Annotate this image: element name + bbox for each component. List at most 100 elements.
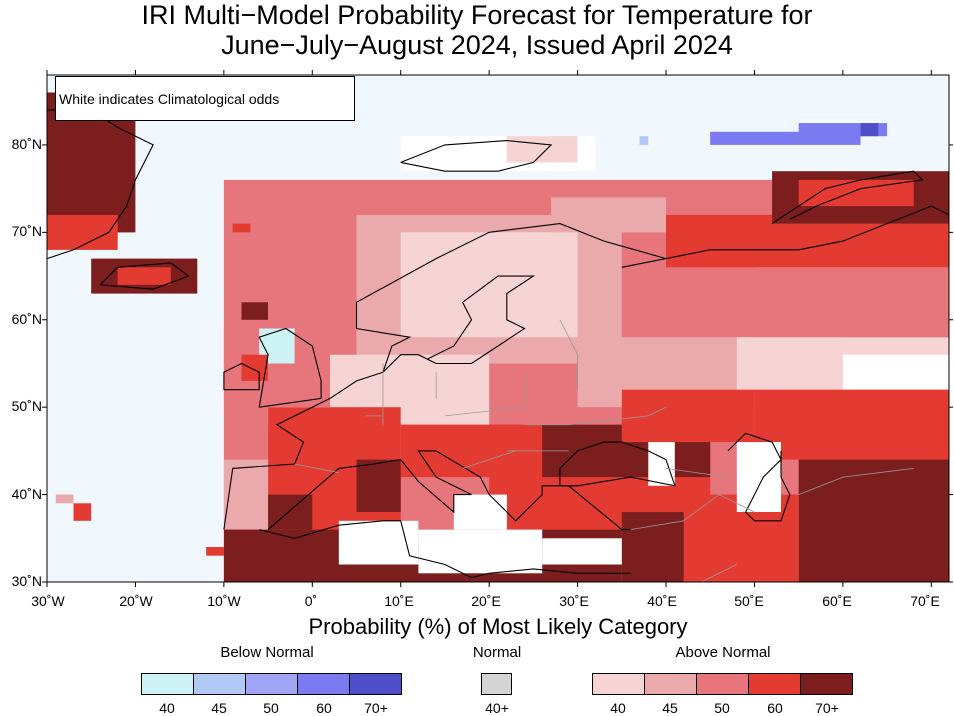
coastline bbox=[727, 432, 791, 522]
climatology-cell bbox=[418, 529, 543, 574]
coastline bbox=[559, 441, 676, 487]
above-normal-cell bbox=[621, 389, 755, 443]
x-tick-label: 20˚E bbox=[471, 593, 501, 609]
climatology-cell bbox=[542, 538, 622, 565]
legend-above-normal-swatch bbox=[748, 673, 801, 695]
above-normal-cell bbox=[232, 223, 251, 233]
country-border bbox=[665, 468, 728, 478]
legend-above-normal-swatch bbox=[592, 673, 645, 695]
y-tick-label: 70˚N bbox=[11, 223, 42, 239]
above-normal-cell bbox=[241, 302, 268, 320]
legend-below-normal-swatch bbox=[349, 673, 402, 695]
x-tick-label: 10˚W bbox=[207, 593, 241, 609]
x-tick-label: 50˚E bbox=[734, 593, 764, 609]
legend-below-value: 40 bbox=[159, 700, 175, 716]
x-tick-label: 30˚E bbox=[559, 593, 589, 609]
coastline bbox=[99, 262, 190, 290]
legend-above-normal-heading: Above Normal bbox=[675, 644, 771, 661]
chart-title-line-2: June−July−August 2024, Issued April 2024 bbox=[221, 30, 733, 60]
x-tick-label: 20˚W bbox=[119, 593, 153, 609]
climatology-cell bbox=[338, 520, 419, 565]
legend-below-normal-swatch bbox=[193, 673, 246, 695]
legend-below-normal-swatch bbox=[245, 673, 298, 695]
legend-below-value: 50 bbox=[263, 700, 279, 716]
legend-below-normal-heading: Below Normal bbox=[220, 644, 314, 661]
above-normal-cell bbox=[55, 494, 74, 504]
legend-above-value: 70+ bbox=[815, 700, 839, 716]
legend-above-value: 50 bbox=[714, 700, 730, 716]
chart-title-line-1: IRI Multi−Model Probability Forecast for… bbox=[141, 0, 813, 30]
above-normal-cell bbox=[666, 214, 949, 268]
legend-below-normal-swatch bbox=[141, 673, 194, 695]
legend-normal-heading: Normal bbox=[472, 644, 522, 661]
legend-below-value: 60 bbox=[316, 700, 332, 716]
coastline bbox=[223, 362, 260, 391]
country-borders bbox=[294, 319, 914, 583]
coastline bbox=[223, 205, 950, 530]
above-normal-cell bbox=[621, 512, 684, 582]
x-tick-label: 30˚W bbox=[31, 593, 65, 609]
legend-normal-value: 40+ bbox=[485, 700, 509, 716]
above-normal-cell bbox=[798, 459, 949, 582]
axis-ticks bbox=[42, 70, 953, 587]
map-frame bbox=[46, 74, 950, 583]
legend-below-value: 70+ bbox=[364, 700, 388, 716]
above-normal-cell bbox=[551, 197, 667, 233]
legend-above-normal-swatch bbox=[800, 673, 853, 695]
y-tick-label: 60˚N bbox=[11, 311, 42, 327]
climatology-cell bbox=[842, 354, 949, 390]
legend-below-normal-swatch bbox=[297, 673, 350, 695]
country-border bbox=[559, 319, 578, 390]
legend-normal-swatch bbox=[481, 673, 512, 695]
country-border bbox=[630, 520, 684, 530]
coastline bbox=[771, 170, 924, 225]
climatology-cell bbox=[453, 494, 507, 530]
above-normal-cell bbox=[206, 547, 224, 556]
below-normal-cell bbox=[860, 123, 879, 137]
above-normal-cell bbox=[506, 136, 578, 163]
y-tick-label: 40˚N bbox=[11, 486, 42, 502]
x-tick-label: 10˚E bbox=[384, 593, 414, 609]
legend-above-normal-swatch bbox=[696, 673, 749, 695]
x-tick-label: 40˚E bbox=[647, 593, 677, 609]
climatology-cell bbox=[736, 442, 781, 512]
below-normal-cell bbox=[639, 136, 649, 145]
y-tick-label: 80˚N bbox=[11, 136, 42, 152]
coastlines bbox=[46, 109, 950, 579]
climatology-note: White indicates Climatological odds bbox=[55, 76, 355, 121]
y-tick-label: 50˚N bbox=[11, 398, 42, 414]
legend-above-value: 45 bbox=[662, 700, 678, 716]
coastline bbox=[258, 327, 322, 408]
x-tick-label: 0˚ bbox=[304, 593, 318, 609]
above-normal-cell bbox=[47, 214, 118, 250]
country-border bbox=[462, 450, 516, 469]
legend-below-value: 45 bbox=[211, 700, 227, 716]
climatology-cell bbox=[648, 442, 675, 486]
legend-above-value: 40 bbox=[610, 700, 626, 716]
legend-title: Probability (%) of Most Likely Category bbox=[308, 614, 688, 639]
x-tick-label: 70˚E bbox=[910, 593, 940, 609]
above-normal-cell bbox=[400, 232, 578, 338]
country-border bbox=[524, 406, 667, 426]
above-normal-cell bbox=[754, 389, 949, 460]
country-border bbox=[444, 372, 525, 417]
above-normal-cell bbox=[117, 267, 171, 285]
legend-above-value: 60 bbox=[767, 700, 783, 716]
coastline bbox=[267, 450, 631, 531]
coastline bbox=[400, 140, 553, 172]
country-border bbox=[701, 564, 737, 583]
legend-above-normal-swatch bbox=[644, 673, 697, 695]
above-normal-cell bbox=[754, 267, 949, 338]
probability-cells bbox=[47, 92, 949, 582]
x-tick-label: 60˚E bbox=[822, 593, 852, 609]
coastline bbox=[382, 275, 536, 373]
country-border bbox=[798, 468, 914, 495]
above-normal-cell bbox=[223, 459, 269, 530]
above-normal-cell bbox=[73, 503, 92, 521]
country-border bbox=[294, 463, 339, 474]
coastline bbox=[259, 520, 631, 579]
y-tick-label: 30˚N bbox=[11, 573, 42, 589]
country-border bbox=[683, 494, 755, 522]
above-normal-cell bbox=[356, 459, 401, 512]
